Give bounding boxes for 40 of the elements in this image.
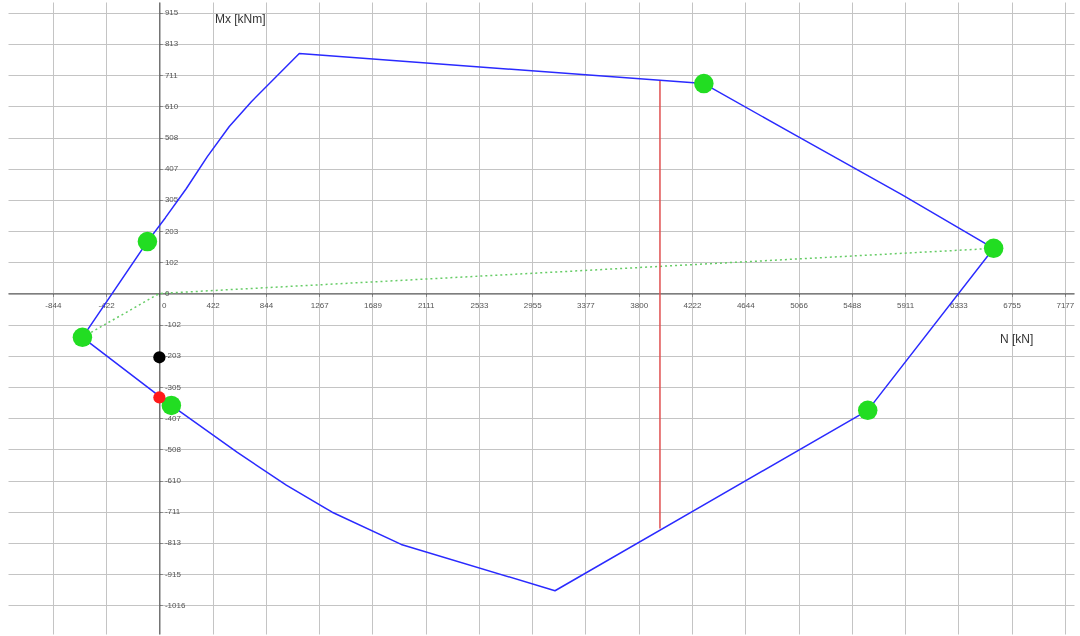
x-tick-label: 3800 bbox=[630, 300, 649, 310]
x-tick-label: 1267 bbox=[310, 300, 330, 310]
x-tick-label: 5488 bbox=[843, 300, 862, 310]
x-tick-label: 422 bbox=[206, 300, 221, 310]
x-tick-label: 1689 bbox=[364, 300, 383, 310]
x-tick-label: 6333 bbox=[949, 300, 969, 310]
x-tick-label: 5066 bbox=[790, 300, 809, 310]
y-tick-label: -813 bbox=[164, 538, 182, 548]
y-tick-label: -102 bbox=[164, 320, 182, 330]
y-tick-label: -610 bbox=[164, 476, 182, 486]
x-axis-title: N [kN] bbox=[999, 331, 1034, 346]
x-tick-label: 7177 bbox=[1056, 300, 1075, 310]
y-tick-label: 203 bbox=[164, 226, 179, 236]
y-tick-label: -407 bbox=[164, 413, 182, 423]
y-tick-label: 813 bbox=[164, 39, 179, 49]
y-tick-label: 711 bbox=[164, 70, 179, 80]
y-tick-label: -305 bbox=[164, 382, 182, 392]
y-tick-label: 407 bbox=[164, 164, 179, 174]
y-tick-label: 915 bbox=[164, 8, 179, 18]
y-tick-label: 508 bbox=[164, 133, 179, 143]
y-tick-label: 102 bbox=[164, 257, 179, 267]
x-tick-label: -844 bbox=[45, 300, 62, 310]
y-tick-label: -508 bbox=[164, 444, 182, 454]
y-tick-label: -915 bbox=[164, 569, 182, 579]
y-tick-label: -711 bbox=[164, 507, 181, 517]
x-tick-label: 5911 bbox=[896, 300, 915, 310]
x-tick-label: 2111 bbox=[417, 300, 436, 310]
x-tick-label: 6755 bbox=[1003, 300, 1022, 310]
x-tick-label: 4644 bbox=[736, 300, 756, 310]
x-tick-label: 844 bbox=[259, 300, 274, 310]
x-tick-label: 4222 bbox=[683, 300, 702, 310]
x-tick-label: 3377 bbox=[577, 300, 596, 310]
y-tick-label: -1016 bbox=[164, 600, 186, 610]
y-tick-label: 305 bbox=[164, 195, 179, 205]
x-tick-label: 2955 bbox=[523, 300, 543, 310]
x-tick-label: 2533 bbox=[470, 300, 489, 310]
y-axis-title: Mx [kNm] bbox=[214, 11, 266, 26]
y-tick-label: -203 bbox=[164, 351, 182, 361]
y-tick-label: 610 bbox=[164, 101, 179, 111]
y-tick-label: 0 bbox=[164, 288, 170, 298]
